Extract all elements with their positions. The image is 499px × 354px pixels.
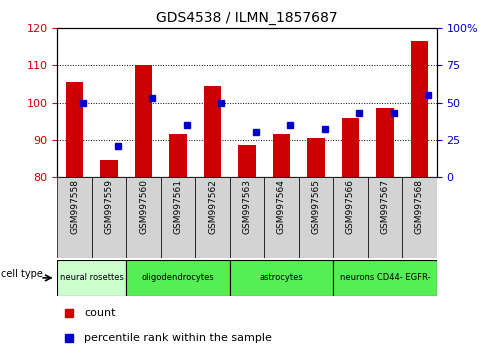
Bar — [376, 108, 394, 177]
Bar — [66, 82, 83, 177]
Bar — [57, 177, 92, 258]
Text: GSM997563: GSM997563 — [243, 179, 251, 234]
Text: GSM997558: GSM997558 — [70, 179, 79, 234]
Text: neurons CD44- EGFR-: neurons CD44- EGFR- — [340, 273, 430, 282]
Text: GSM997562: GSM997562 — [208, 179, 217, 234]
Bar — [299, 177, 333, 258]
Text: astrocytes: astrocytes — [259, 273, 303, 282]
Text: GSM997565: GSM997565 — [311, 179, 320, 234]
Bar — [126, 260, 230, 296]
Text: GSM997561: GSM997561 — [174, 179, 183, 234]
Bar — [57, 260, 126, 296]
Text: GSM997566: GSM997566 — [346, 179, 355, 234]
Title: GDS4538 / ILMN_1857687: GDS4538 / ILMN_1857687 — [156, 11, 338, 24]
Bar — [333, 177, 368, 258]
Bar — [411, 41, 428, 177]
Bar — [100, 160, 118, 177]
Text: GSM997567: GSM997567 — [380, 179, 389, 234]
Bar — [230, 177, 264, 258]
Bar — [204, 86, 221, 177]
Text: oligodendrocytes: oligodendrocytes — [142, 273, 215, 282]
Bar — [273, 134, 290, 177]
Text: GSM997568: GSM997568 — [415, 179, 424, 234]
Bar — [230, 260, 333, 296]
Bar — [333, 260, 437, 296]
Bar — [307, 138, 324, 177]
Bar — [126, 177, 161, 258]
Bar — [92, 177, 126, 258]
Bar — [170, 134, 187, 177]
Bar — [402, 177, 437, 258]
Bar — [239, 145, 255, 177]
Bar — [161, 177, 195, 258]
Bar — [342, 118, 359, 177]
Bar — [368, 177, 402, 258]
Bar — [195, 177, 230, 258]
Text: GSM997564: GSM997564 — [277, 179, 286, 234]
Text: percentile rank within the sample: percentile rank within the sample — [84, 333, 272, 343]
Bar — [264, 177, 299, 258]
Text: neural rosettes: neural rosettes — [60, 273, 124, 282]
Text: GSM997560: GSM997560 — [139, 179, 148, 234]
Text: GSM997559: GSM997559 — [105, 179, 114, 234]
Text: cell type: cell type — [1, 269, 43, 279]
Text: count: count — [84, 308, 115, 318]
Bar — [135, 65, 152, 177]
